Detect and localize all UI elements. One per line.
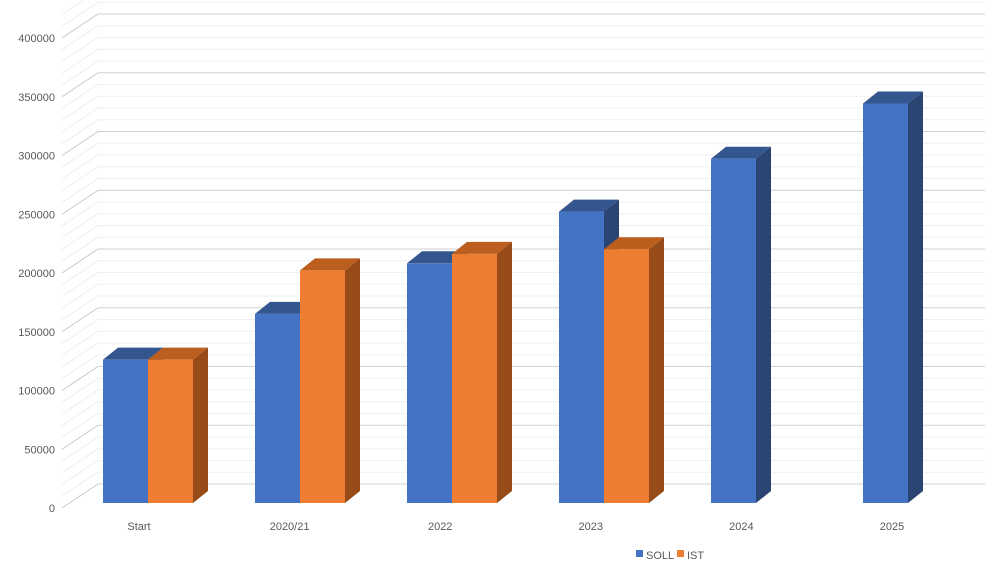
legend-label-ist: IST	[687, 550, 704, 562]
gridline-diagonal-minor	[61, 154, 99, 180]
gridline-diagonal-minor	[61, 436, 99, 462]
gridline-diagonal-major	[61, 189, 99, 215]
x-axis-category-label: Start	[127, 521, 150, 533]
gridline-diagonal-minor	[61, 401, 99, 427]
x-axis-category-label: 2025	[880, 521, 904, 533]
bar-front-face	[559, 211, 604, 503]
y-axis-tick-label: 0	[49, 503, 55, 515]
bar-top-face	[711, 146, 771, 159]
gridline-diagonal-minor	[61, 142, 99, 168]
gridline-diagonal-minor	[61, 389, 99, 415]
gridline-diagonal-minor	[61, 107, 99, 133]
bar-top-face	[559, 199, 619, 212]
gridline-diagonal-minor	[61, 272, 99, 297]
y-axis-tick-label: 200000	[18, 268, 55, 280]
legend-swatch-ist	[677, 550, 684, 557]
bar-side-face	[497, 241, 512, 503]
gridline-diagonal-major	[61, 307, 99, 333]
bar-top-face	[452, 241, 512, 254]
bar-soll-2025[interactable]	[863, 91, 923, 504]
y-axis-tick-label: 50000	[24, 444, 55, 456]
y-axis-tick-label: 150000	[18, 327, 55, 339]
bar-front-face	[452, 253, 497, 503]
bar-front-face	[863, 103, 908, 503]
bar-side-face	[193, 347, 208, 503]
bar-front-face	[148, 359, 193, 503]
gridline-diagonal-minor	[61, 225, 99, 250]
gridline-diagonal-minor	[61, 377, 99, 403]
gridline-diagonal-major	[61, 483, 99, 509]
legend-swatch-soll	[636, 550, 643, 557]
y-axis-tick-label: 300000	[18, 151, 55, 163]
bar-top-face	[148, 347, 208, 360]
gridline-diagonal-minor	[61, 25, 99, 51]
legend-item-soll[interactable]: SOLL	[636, 550, 674, 562]
gridline-diagonal-minor	[61, 448, 99, 474]
y-axis-tick-label: 100000	[18, 386, 55, 398]
gridline-diagonal-minor	[61, 1, 99, 27]
bar-ist-start[interactable]	[148, 347, 208, 503]
gridline-diagonal-minor	[61, 260, 99, 286]
bar-front-face	[711, 158, 756, 503]
bar-side-face	[649, 237, 664, 503]
gridline-diagonal-minor	[61, 236, 99, 262]
gridline-diagonal-minor	[61, 178, 99, 203]
bar-side-face	[756, 146, 771, 503]
gridline-diagonal-minor	[61, 48, 99, 74]
gridline-diagonal-major	[61, 13, 99, 39]
gridline-diagonal-minor	[61, 460, 99, 485]
bar-side-face	[345, 258, 360, 503]
gridline-diagonal-major	[61, 366, 99, 391]
bar-side-face	[908, 91, 923, 503]
gridline-diagonal-minor	[61, 0, 85, 15]
gridline-diagonal-minor	[61, 295, 99, 321]
gridline-diagonal-major	[61, 72, 99, 98]
y-axis-tick-label: 400000	[18, 33, 55, 45]
gridline-diagonal-minor	[61, 119, 99, 145]
bar-ist-2023[interactable]	[604, 237, 664, 503]
gridline-diagonal-minor	[61, 84, 99, 109]
bar-front-face	[604, 249, 649, 503]
bar-ist-2022[interactable]	[452, 241, 512, 503]
gridline-diagonal-minor	[61, 166, 99, 192]
bar-front-face	[103, 359, 148, 503]
gridline-diagonal-minor	[61, 60, 99, 86]
gridline-diagonal-minor	[61, 213, 99, 239]
gridline-diagonal-minor	[61, 95, 99, 121]
gridline-diagonal-major	[61, 131, 99, 156]
bar-front-face	[255, 313, 300, 503]
gridline-diagonal-minor	[61, 354, 99, 380]
gridline-diagonal-minor	[61, 319, 99, 344]
y-axis-tick-label: 250000	[18, 209, 55, 221]
gridline-diagonal-major	[61, 248, 99, 274]
gridline-diagonal-minor	[61, 471, 99, 497]
y-axis-tick-label: 350000	[18, 92, 55, 104]
x-axis-category-label: 2023	[579, 521, 603, 533]
x-axis-category-label: 2024	[729, 521, 753, 533]
bar-top-face	[604, 237, 664, 250]
legend-label-soll: SOLL	[646, 550, 674, 562]
bar-front-face	[407, 263, 452, 503]
legend-item-ist[interactable]: IST	[677, 550, 704, 562]
gridline-diagonal-minor	[61, 37, 99, 62]
bar-top-face	[103, 347, 163, 360]
gridline-diagonal-minor	[61, 342, 99, 368]
gridline-diagonal-major	[61, 424, 99, 450]
gridline-diagonal-minor	[61, 330, 99, 356]
bar-ist-2020-21[interactable]	[300, 258, 360, 503]
bar-top-face	[300, 258, 360, 271]
x-axis-category-label: 2022	[428, 521, 452, 533]
gridline-diagonal-minor	[61, 283, 99, 309]
x-axis-category-label: 2020/21	[270, 521, 310, 533]
bar-front-face	[300, 270, 345, 503]
gridline-diagonal-minor	[61, 413, 99, 438]
bar-top-face	[863, 91, 923, 104]
gridline-diagonal-minor	[61, 201, 99, 227]
bar-soll-2024[interactable]	[711, 146, 771, 503]
